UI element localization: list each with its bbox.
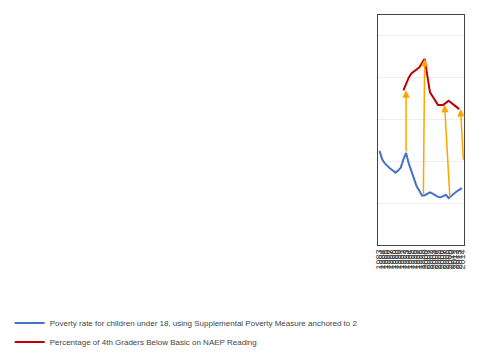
svg-text:2011: 2011 — [449, 250, 459, 269]
svg-text:1983: 1983 — [374, 250, 384, 270]
svg-text:2007: 2007 — [438, 250, 448, 270]
svg-text:1985: 1985 — [380, 250, 390, 270]
svg-text:Poverty rate for children unde: Poverty rate for children under 18, usin… — [50, 319, 358, 328]
svg-text:2014: 2014 — [457, 250, 467, 270]
svg-text:1984: 1984 — [377, 250, 387, 270]
svg-text:1990: 1990 — [393, 250, 403, 270]
svg-text:2003: 2003 — [428, 250, 438, 270]
svg-text:1999: 1999 — [417, 250, 427, 270]
svg-text:2000: 2000 — [420, 250, 430, 270]
svg-text:1997: 1997 — [412, 250, 422, 270]
svg-text:1995: 1995 — [406, 250, 416, 270]
svg-text:2006: 2006 — [436, 250, 446, 270]
svg-text:Percentage of 4th Graders Belo: Percentage of 4th Graders Below Basic on… — [50, 338, 257, 347]
svg-text:2004: 2004 — [430, 250, 440, 270]
svg-text:1996: 1996 — [409, 250, 419, 270]
svg-text:1992: 1992 — [398, 250, 408, 270]
svg-text:1988: 1988 — [388, 250, 398, 270]
svg-text:2013: 2013 — [454, 250, 464, 270]
svg-text:1993: 1993 — [401, 250, 411, 270]
svg-text:1991: 1991 — [396, 250, 406, 270]
svg-text:2001: 2001 — [422, 250, 432, 270]
svg-text:1994: 1994 — [404, 250, 414, 270]
svg-text:1986: 1986 — [382, 250, 392, 270]
svg-text:2012: 2012 — [451, 250, 461, 270]
svg-text:2009: 2009 — [444, 250, 454, 270]
svg-text:2002: 2002 — [425, 250, 435, 270]
svg-text:2008: 2008 — [441, 250, 451, 270]
svg-text:2010: 2010 — [446, 250, 456, 270]
svg-text:2005: 2005 — [433, 250, 443, 270]
svg-text:1998: 1998 — [414, 250, 424, 270]
svg-text:1987: 1987 — [385, 250, 395, 270]
svg-text:1989: 1989 — [390, 250, 400, 270]
